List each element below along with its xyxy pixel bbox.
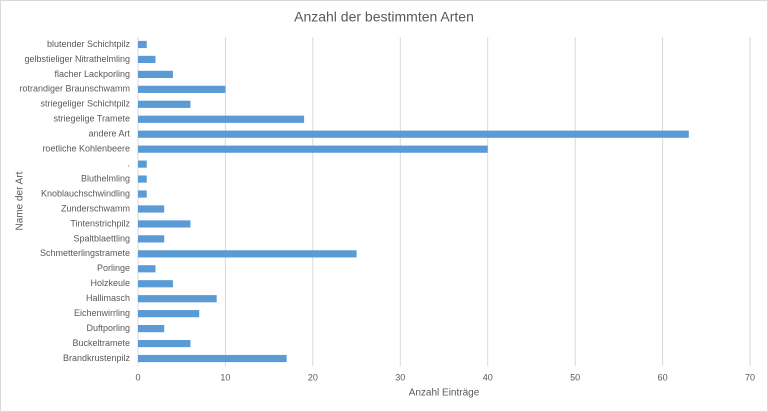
y-tick-label: Knoblauchschwindling <box>41 188 130 198</box>
bar <box>138 339 191 348</box>
bar <box>138 354 287 363</box>
y-tick-label: Spaltblaettling <box>73 233 130 243</box>
x-tick-label: 60 <box>658 372 668 382</box>
y-tick-label: Zunderschwamm <box>61 203 130 213</box>
bar <box>138 220 191 228</box>
bar <box>138 250 357 258</box>
bar <box>138 85 226 93</box>
bar <box>138 70 173 78</box>
y-tick-label: . <box>127 158 130 168</box>
x-tick-label: 50 <box>570 372 580 382</box>
y-tick-label: gelbstieliger Nitrathelmling <box>24 54 130 64</box>
x-tick-label: 0 <box>135 372 140 382</box>
y-tick-label: Porlinge <box>97 263 130 273</box>
bar <box>138 100 191 108</box>
y-tick-label: rotrandiger Braunschwamm <box>19 84 130 94</box>
bar <box>138 130 689 138</box>
x-tick-label: 30 <box>395 372 405 382</box>
y-tick-label: striegeliger Schichtpilz <box>40 99 130 109</box>
y-tick-label: Brandkrustenpilz <box>63 353 131 363</box>
y-axis-label: Name der Art <box>15 171 26 230</box>
y-tick-label: Hallimasch <box>86 293 130 303</box>
bar <box>138 145 488 153</box>
x-tick-label: 10 <box>220 372 230 382</box>
chart-title: Anzahl der bestimmten Arten <box>294 9 474 25</box>
y-tick-label: striegelige Tramete <box>53 114 130 124</box>
y-tick-label: Buckeltramete <box>72 338 130 348</box>
y-tick-label: Bluthelmling <box>81 173 130 183</box>
y-tick-label: andere Art <box>88 129 130 139</box>
bar <box>138 40 147 49</box>
y-tick-label: Tintenstrichpilz <box>70 218 130 228</box>
y-tick-label: Schmetterlingstramete <box>40 248 130 258</box>
y-tick-label: Eichenwirrling <box>74 308 130 318</box>
x-axis-label: Anzahl Einträge <box>409 388 480 399</box>
bar <box>138 160 147 168</box>
bar <box>138 325 165 333</box>
x-tick-label: 40 <box>483 372 493 382</box>
bar <box>138 280 173 288</box>
x-tick-label: 70 <box>745 372 755 382</box>
bar <box>138 235 165 243</box>
bar <box>138 115 305 123</box>
bar <box>138 310 200 318</box>
y-tick-label: roetliche Kohlenbeere <box>42 144 130 154</box>
y-tick-label: flacher Lackporling <box>54 69 130 79</box>
bar <box>138 55 156 64</box>
bar <box>138 265 156 273</box>
y-tick-label: blutender Schichtpilz <box>47 39 131 49</box>
bar <box>138 295 217 303</box>
y-tick-label: Holzkeule <box>90 278 130 288</box>
x-tick-label: 20 <box>308 372 318 382</box>
y-tick-label: Duftporling <box>86 323 130 333</box>
bar <box>138 175 147 183</box>
bar <box>138 190 147 198</box>
bar <box>138 205 165 213</box>
